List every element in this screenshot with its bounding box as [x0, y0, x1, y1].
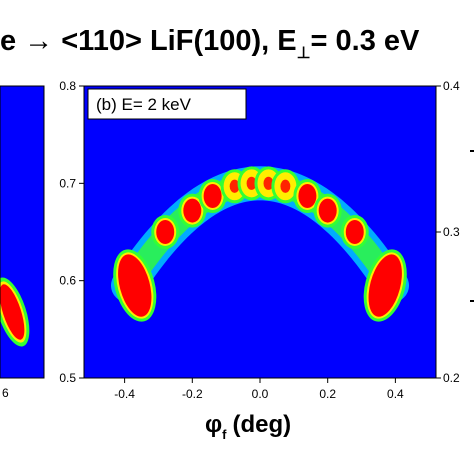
spot-core — [345, 220, 364, 244]
y-tick-label: 0.6 — [59, 274, 76, 288]
x-axis-subscript: f — [222, 427, 227, 442]
title-tail: = 0.3 eV — [311, 25, 420, 57]
spot-core — [203, 183, 222, 208]
panel-b: (b) E= 2 keV -0.4 -0.2 0.0 0.2 0.4 0.5 0.6 0.7… — [59, 79, 437, 442]
spot-core — [318, 198, 337, 223]
panel-b-y-axis: 0.5 0.6 0.7 0.8 — [59, 79, 84, 385]
spot-core — [263, 176, 274, 190]
spot-core — [246, 176, 257, 190]
panel-c-edge-mark — [470, 150, 474, 152]
x-axis-title: φf (deg) — [205, 411, 291, 442]
panel-a: 6 — [0, 85, 45, 400]
panel-b-label-box — [87, 88, 247, 120]
spot-core — [298, 183, 317, 208]
panel-a-frame — [0, 85, 45, 379]
y-tick-label: 0.5 — [59, 371, 76, 385]
spot-core — [280, 179, 291, 193]
panel-a-xtick-label: 6 — [2, 386, 9, 400]
y-tick-label: 0.7 — [59, 176, 76, 190]
x-axis-unit: (deg) — [233, 411, 292, 438]
spot-core — [118, 254, 152, 317]
panel-c-edge-mark-2 — [470, 300, 474, 302]
spot-core — [156, 220, 175, 244]
x-axis-symbol: φ — [205, 411, 222, 438]
x-tick-label: 0.2 — [319, 387, 336, 401]
panel-c-y-tick-label: 0.4 — [443, 79, 460, 93]
figure-title: e → <110> LiF(100), E⊥= 0.3 eV — [0, 25, 420, 62]
x-tick-label: 0.0 — [252, 387, 269, 401]
panel-a-core — [0, 284, 25, 340]
panel-c-y-tick-label: 0.3 — [443, 225, 460, 239]
y-tick-label: 0.8 — [59, 79, 76, 93]
panel-b-x-axis: -0.4 -0.2 0.0 0.2 0.4 — [114, 378, 404, 401]
x-tick-label: -0.2 — [182, 387, 203, 401]
spot-core — [229, 179, 240, 193]
spot-core — [368, 254, 402, 317]
panel-c-y-tick-label: 0.2 — [443, 371, 460, 385]
panel-b-plot-area — [84, 86, 436, 378]
panel-c: 0.2 0.3 0.4 — [435, 79, 474, 385]
x-tick-label: -0.4 — [114, 387, 135, 401]
title-subscript: ⊥ — [297, 45, 311, 62]
spot-core — [183, 198, 202, 223]
title-main: e → <110> LiF(100), E — [0, 25, 297, 57]
panel-b-label: (b) E= 2 keV — [96, 95, 192, 114]
x-tick-label: 0.4 — [387, 387, 404, 401]
